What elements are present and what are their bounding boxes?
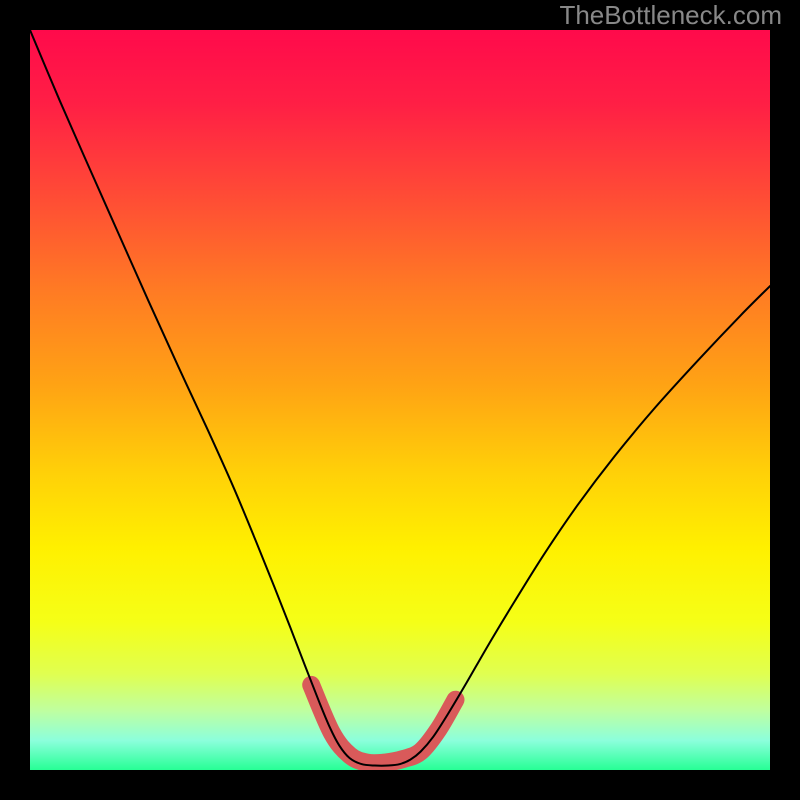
watermark-text: TheBottleneck.com xyxy=(559,0,782,31)
plot-background xyxy=(30,30,770,770)
bottleneck-curve-chart xyxy=(30,30,770,770)
plot-area xyxy=(30,30,770,770)
chart-container: TheBottleneck.com xyxy=(0,0,800,800)
